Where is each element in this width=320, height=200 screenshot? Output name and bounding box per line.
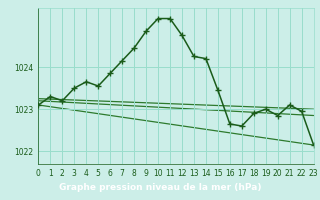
- Text: Graphe pression niveau de la mer (hPa): Graphe pression niveau de la mer (hPa): [59, 184, 261, 192]
